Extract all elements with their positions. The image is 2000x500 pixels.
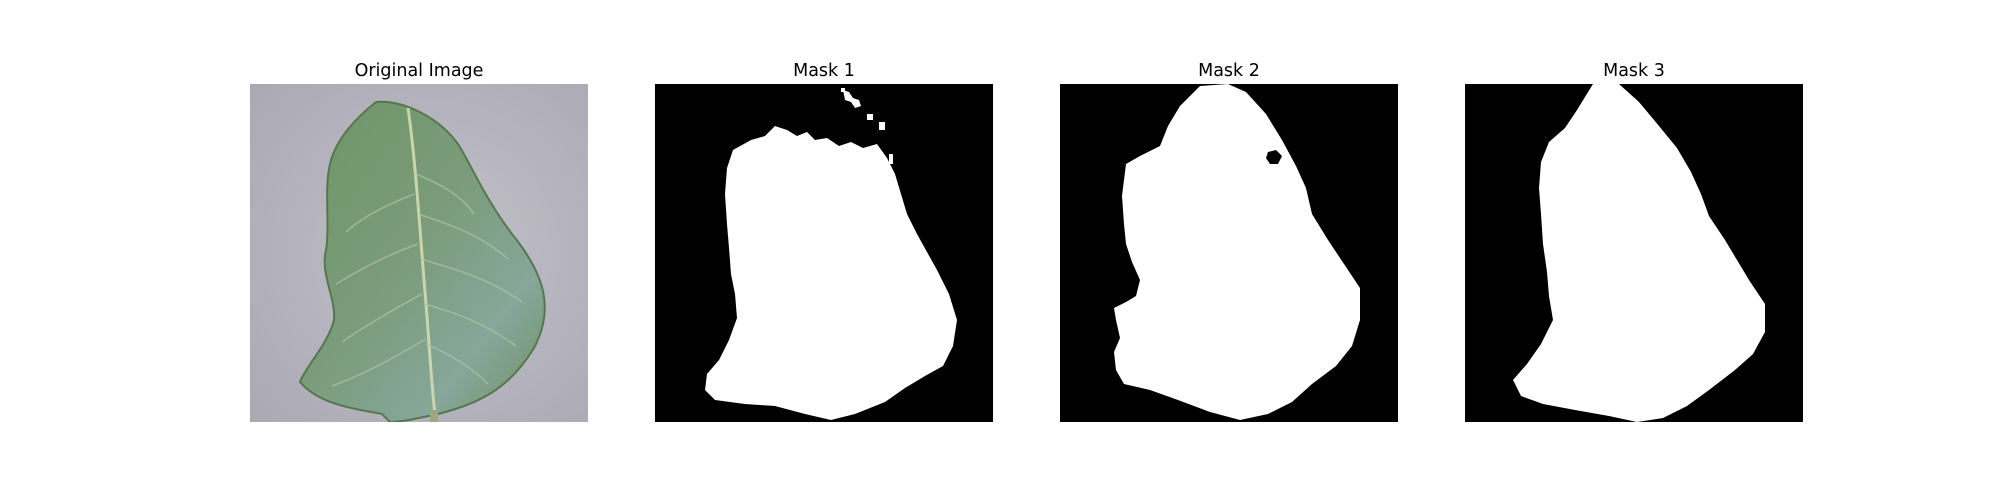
mask-foreground — [1114, 84, 1360, 420]
panel-mask-1: Mask 1 — [655, 58, 993, 422]
panel-original-image: Original Image — [250, 58, 588, 422]
mask-noise — [841, 88, 907, 222]
original-leaf-image — [250, 84, 588, 422]
mask-foreground — [705, 126, 957, 420]
panel-title: Mask 2 — [1198, 61, 1260, 81]
mask-3-image — [1465, 84, 1803, 422]
leaf-stem — [430, 410, 438, 422]
panel-mask-3: Mask 3 — [1465, 58, 1803, 422]
panel-title: Original Image — [354, 61, 484, 81]
mask-hole — [1266, 150, 1282, 164]
panel-mask-2: Mask 2 — [1060, 58, 1398, 422]
mask-2-image — [1060, 84, 1398, 422]
panel-title: Mask 1 — [793, 61, 855, 81]
leaf-veins — [331, 173, 523, 387]
leaf-midrib — [406, 107, 438, 422]
mask-1-image — [655, 84, 993, 422]
panel-title: Mask 3 — [1603, 61, 1665, 81]
mask-foreground — [1513, 84, 1765, 422]
